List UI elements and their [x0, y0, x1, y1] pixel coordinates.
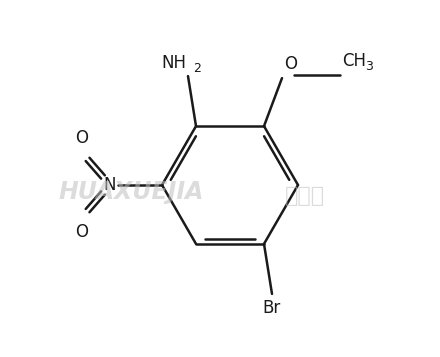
- Text: Br: Br: [263, 299, 281, 317]
- Text: 3: 3: [365, 60, 373, 73]
- Text: 2: 2: [193, 62, 201, 75]
- Text: O: O: [76, 129, 88, 147]
- Text: NH: NH: [161, 54, 186, 72]
- Text: O: O: [76, 223, 88, 241]
- Text: CH: CH: [342, 52, 366, 70]
- Text: N: N: [104, 176, 116, 194]
- Text: 化学加: 化学加: [285, 186, 325, 206]
- Text: O: O: [284, 55, 297, 73]
- Text: HUAXUEJIA: HUAXUEJIA: [58, 180, 203, 204]
